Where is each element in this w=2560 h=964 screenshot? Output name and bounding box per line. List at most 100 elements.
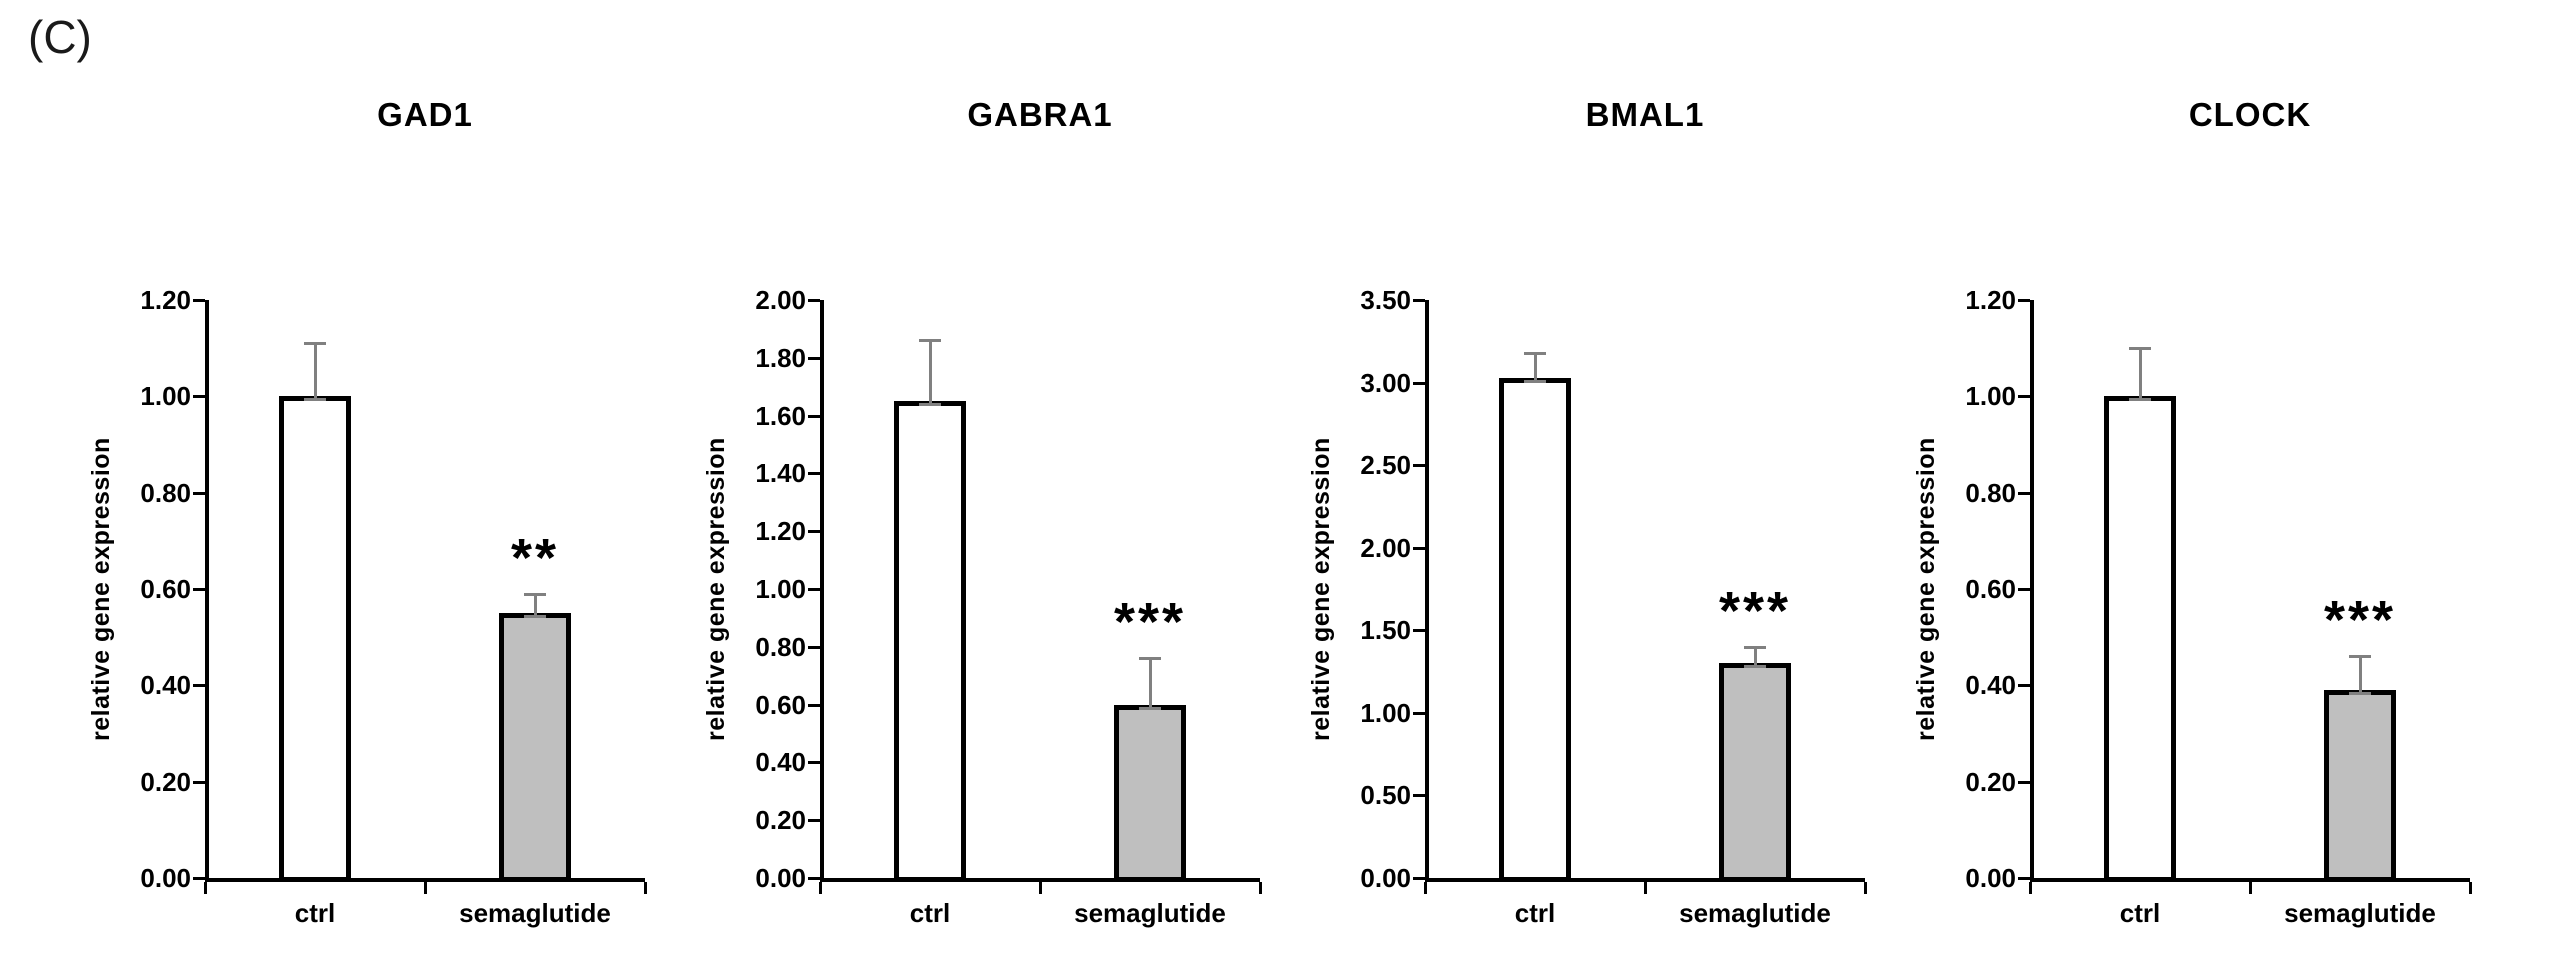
chart-panel-clock: CLOCK relative gene expression 0.00 0.20 0.4…	[1910, 0, 2525, 964]
error-bar-line	[2138, 348, 2142, 401]
y-tick-mark	[193, 299, 205, 302]
x-tick-label: ctrl	[909, 898, 951, 928]
y-tick-label: 2.50	[1360, 450, 1411, 481]
x-tick-mark	[819, 882, 822, 894]
chart-title: GABRA1	[967, 96, 1113, 133]
x-axis-line	[205, 878, 645, 882]
y-tick-mark	[1413, 794, 1425, 798]
y-tick-label: 1.20	[140, 285, 191, 315]
y-tick-mark	[808, 588, 820, 591]
x-tick-label: semaglutide	[2284, 898, 2436, 928]
y-tick-mark	[2018, 395, 2030, 399]
error-bar-cap-top	[1744, 645, 1766, 649]
y-tick-mark	[2018, 684, 2030, 688]
error-bar-cap-bottom	[2129, 398, 2151, 402]
chart-panel-bmal1: BMAL1 relative gene expression 0.00 0.50 1.0…	[1305, 0, 1920, 964]
y-tick-label: 0.60	[755, 689, 806, 720]
x-tick-label: semaglutide	[1074, 898, 1226, 928]
error-bar-cap-top	[2349, 655, 2371, 659]
error-bar-cap-bottom	[1744, 665, 1766, 669]
y-tick-label: 3.00	[1360, 367, 1411, 398]
y-tick-label: 0.60	[140, 574, 191, 604]
chart-title: CLOCK	[2188, 96, 2312, 133]
x-tick-label: ctrl	[294, 898, 336, 928]
y-tick-mark	[193, 395, 205, 399]
chart-panel-gad1: GAD1 relative gene expression 0.00 0.20 0.40…	[85, 0, 700, 964]
x-tick-mark	[204, 882, 207, 894]
chart-title: GAD1	[377, 96, 473, 133]
x-tick-mark	[1424, 882, 1427, 894]
y-tick-mark	[808, 472, 820, 476]
y-tick-mark	[1413, 464, 1425, 468]
y-tick-mark	[2018, 780, 2030, 784]
y-tick-mark	[808, 356, 820, 360]
y-tick-label: 0.40	[140, 670, 191, 701]
error-bar-line	[928, 340, 932, 406]
y-tick-label: 1.20	[1965, 285, 2016, 315]
y-tick-mark	[1413, 299, 1425, 302]
y-axis-line	[1425, 300, 1429, 882]
x-tick-mark	[2029, 882, 2032, 894]
error-bar-line	[1148, 658, 1152, 709]
y-tick-label: 0.00	[1360, 863, 1411, 893]
y-tick-mark	[1413, 546, 1425, 550]
y-tick-label: 1.20	[755, 516, 806, 547]
y-axis-line	[2030, 300, 2034, 882]
error-bar-cap-bottom	[1139, 706, 1161, 710]
x-axis-line	[1425, 878, 1865, 882]
y-tick-label: 0.80	[755, 631, 806, 662]
y-tick-mark	[808, 414, 820, 418]
y-tick-mark	[808, 530, 820, 534]
error-bar-line	[1533, 352, 1537, 382]
y-tick-label: 2.00	[755, 285, 806, 315]
x-tick-label: semaglutide	[459, 898, 611, 928]
y-tick-label: 1.00	[1360, 697, 1411, 728]
y-tick-label: 0.20	[755, 805, 806, 836]
y-tick-mark	[1413, 877, 1425, 880]
y-tick-label: 0.00	[1965, 863, 2016, 893]
x-tick-label: ctrl	[1514, 898, 1556, 928]
y-tick-label: 0.40	[1965, 670, 2016, 701]
y-tick-label: 3.50	[1360, 285, 1411, 315]
x-tick-mark	[1039, 882, 1042, 894]
y-tick-mark	[1413, 711, 1425, 715]
error-bar-cap-top	[2129, 347, 2151, 351]
x-tick-mark	[1864, 882, 1867, 894]
bar-ctrl	[2104, 396, 2176, 882]
significance-marker: ***	[1113, 592, 1187, 653]
error-bar-cap-top	[919, 339, 941, 343]
error-bar-cap-bottom	[919, 403, 941, 407]
y-tick-label: 0.00	[755, 863, 806, 893]
x-tick-label: semaglutide	[1679, 898, 1831, 928]
y-tick-mark	[808, 819, 820, 823]
y-tick-mark	[193, 491, 205, 495]
bar-ctrl	[894, 401, 966, 882]
chart-panel-gabra1: GABRA1 relative gene expression 0.00 0.20 0.…	[700, 0, 1315, 964]
y-tick-mark	[808, 761, 820, 765]
y-tick-mark	[2018, 877, 2030, 880]
y-tick-label: 0.20	[1965, 766, 2016, 797]
x-tick-mark	[2469, 882, 2472, 894]
y-tick-label: 1.40	[755, 458, 806, 489]
y-tick-label: 0.80	[1965, 477, 2016, 508]
y-tick-mark	[808, 299, 820, 302]
y-tick-label: 1.00	[140, 381, 191, 412]
error-bar-cap-bottom	[524, 615, 546, 619]
error-bar-cap-top	[304, 342, 326, 346]
y-tick-mark	[808, 877, 820, 880]
significance-marker: **	[510, 527, 560, 588]
y-tick-mark	[2018, 299, 2030, 302]
y-tick-label: 0.40	[755, 747, 806, 778]
y-axis-line	[820, 300, 824, 882]
y-tick-mark	[1413, 629, 1425, 633]
bar-ctrl	[279, 396, 351, 882]
x-axis-line	[2030, 878, 2470, 882]
x-tick-mark	[1259, 882, 1262, 894]
y-tick-label: 1.80	[755, 342, 806, 373]
y-tick-mark	[1413, 381, 1425, 385]
y-tick-mark	[2018, 588, 2030, 591]
x-tick-mark	[644, 882, 647, 894]
y-tick-label: 0.50	[1360, 780, 1411, 811]
error-bar-cap-top	[1524, 351, 1546, 355]
significance-marker: ***	[1718, 580, 1792, 641]
